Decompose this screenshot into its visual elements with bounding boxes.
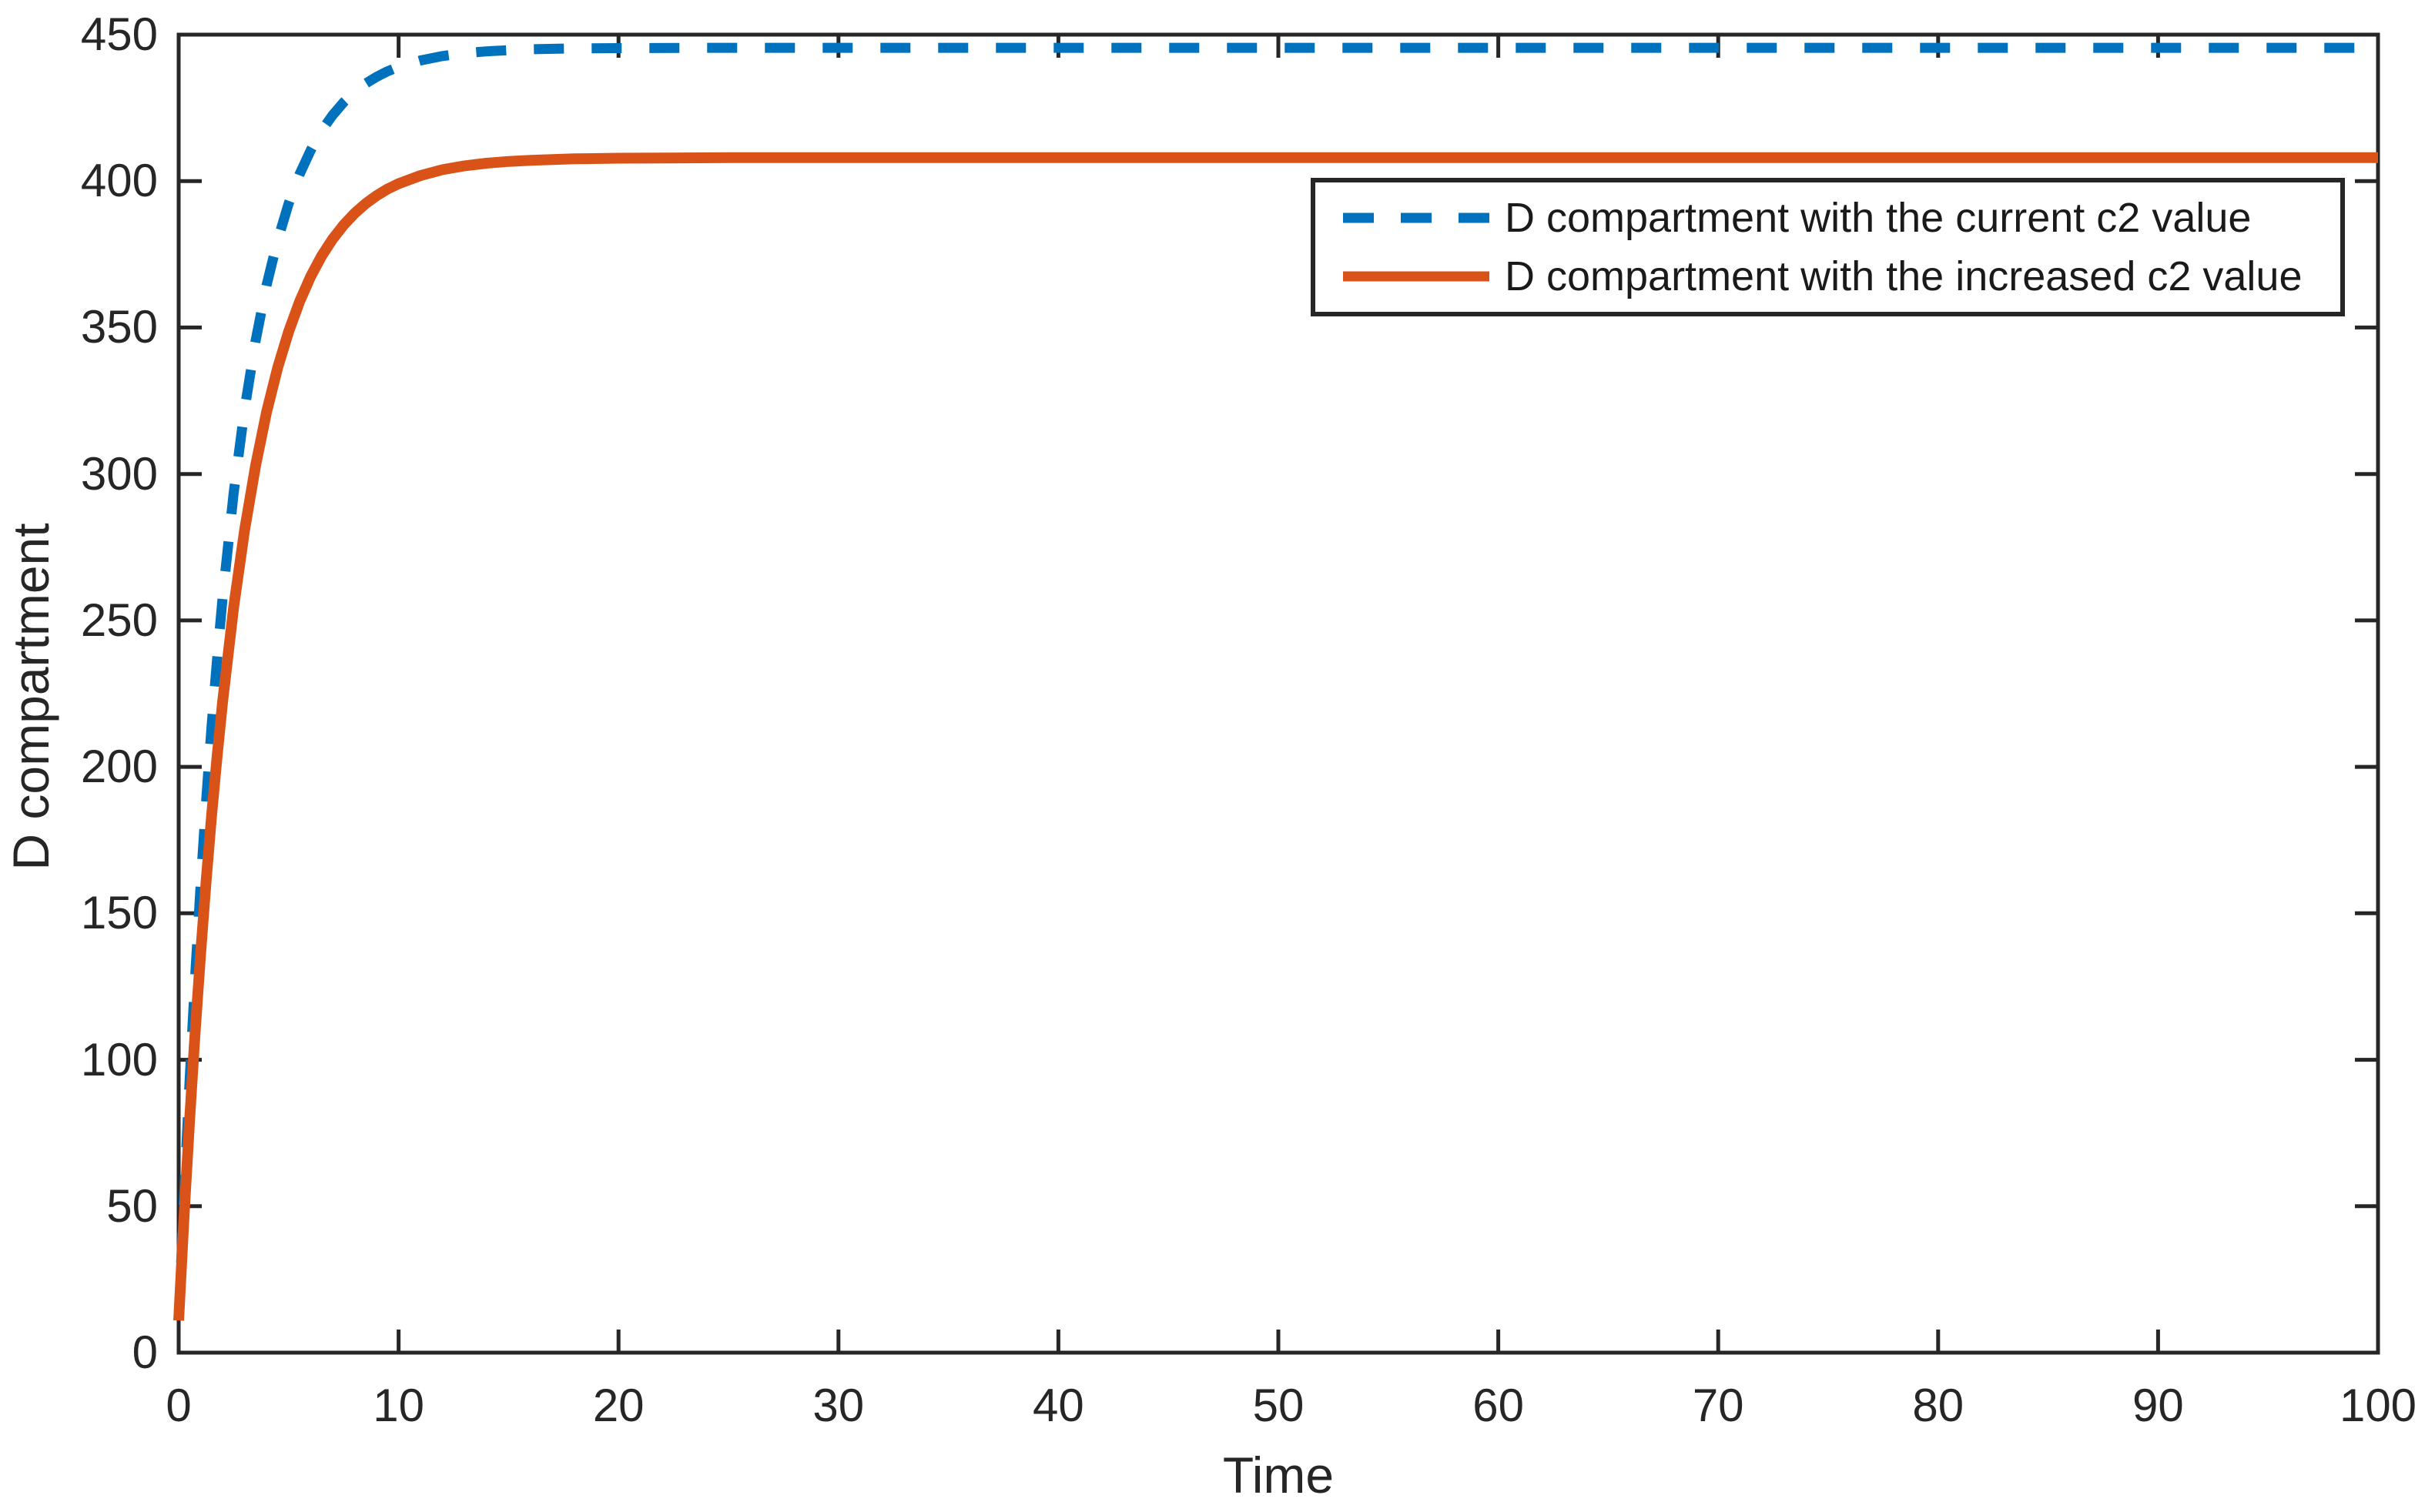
y-tick-label-200: 200 [80, 741, 158, 793]
series-line-current-c2 [173, 42, 2378, 1321]
legend-entry-current-c2: D compartment with the current c2 value [1343, 189, 2340, 247]
y-tick-label-0: 0 [132, 1326, 158, 1378]
x-tick-label-60: 60 [1472, 1380, 1524, 1431]
y-tick-label-350: 350 [80, 301, 158, 353]
legend-entry-increased-c2: D compartment with the increased c2 valu… [1343, 247, 2340, 306]
y-tick-label-400: 400 [80, 155, 158, 207]
y-tick-label-50: 50 [106, 1179, 158, 1232]
legend: D compartment with the current c2 value … [1311, 178, 2345, 316]
x-tick-label-70: 70 [1692, 1380, 1744, 1431]
x-tick-label-50: 50 [1252, 1380, 1305, 1431]
x-tick-label-10: 10 [373, 1380, 424, 1431]
legend-label-current-c2: D compartment with the current c2 value [1505, 195, 2252, 241]
legend-label-increased-c2: D compartment with the increased c2 valu… [1505, 253, 2303, 299]
x-tick-label-80: 80 [1912, 1380, 1964, 1431]
y-tick-label-300: 300 [80, 447, 158, 500]
y-tick-label-450: 450 [80, 8, 158, 60]
legend-line-sample-solid [1343, 271, 1489, 282]
x-tick-label-90: 90 [2132, 1380, 2184, 1431]
x-tick-label-0: 0 [166, 1380, 192, 1431]
x-tick-label-40: 40 [1033, 1380, 1084, 1431]
y-tick-label-250: 250 [80, 594, 158, 646]
x-tick-label-30: 30 [812, 1380, 865, 1431]
legend-line-sample-dashed [1343, 212, 1489, 223]
x-axis-label: Time [1222, 1447, 1335, 1504]
y-axis-label: D compartment [2, 523, 59, 871]
x-tick-label-100: 100 [2339, 1380, 2417, 1431]
x-tick-label-20: 20 [592, 1380, 645, 1431]
y-tick-label-100: 100 [80, 1033, 158, 1085]
y-tick-label-150: 150 [80, 887, 158, 939]
series-line-increased-c2 [173, 152, 2378, 1321]
